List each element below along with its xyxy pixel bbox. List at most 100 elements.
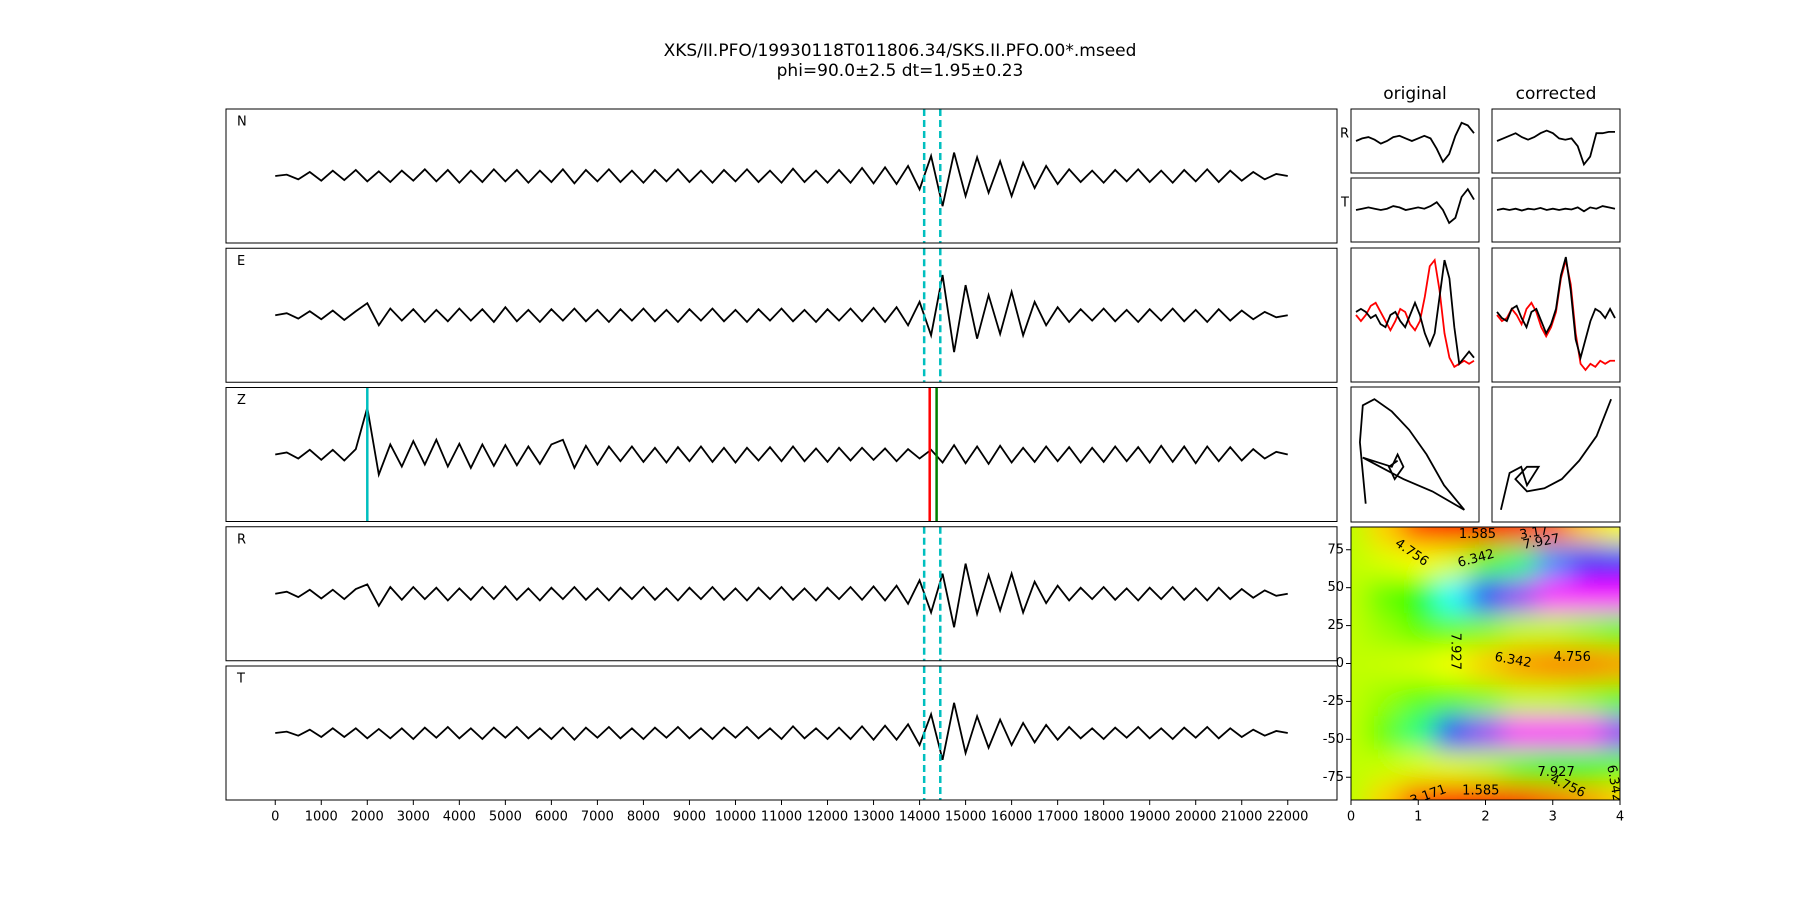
misfit-cell	[1468, 748, 1504, 784]
misfit-cell	[1535, 680, 1571, 716]
waveform-overlay	[1355, 259, 1475, 366]
x-tick-label: 0	[1347, 810, 1355, 825]
waveform-overlay	[1355, 257, 1475, 369]
x-tick-label: 2	[1481, 810, 1489, 825]
x-tick-label: 9000	[673, 810, 706, 825]
misfit-cell	[1435, 527, 1470, 546]
misfit-cell	[1535, 782, 1571, 800]
misfit-cell	[1603, 714, 1620, 750]
misfit-cell	[1401, 748, 1437, 784]
misfit-cell	[1603, 782, 1620, 800]
x-tick-label: 19000	[1129, 810, 1170, 825]
misfit-cell	[1502, 527, 1537, 546]
y-tick-label: -25	[1323, 694, 1344, 709]
misfit-cell	[1401, 680, 1437, 716]
misfit-cell	[1435, 782, 1470, 800]
misfit-cell	[1502, 544, 1537, 580]
panel-label: E	[237, 254, 245, 269]
axes-frame	[1491, 247, 1621, 383]
misfit-cell	[1569, 612, 1605, 648]
panel-background	[226, 109, 1337, 243]
x-tick-label: 3	[1549, 810, 1557, 825]
contour-surface	[1351, 527, 1620, 800]
y-tick-label: 25	[1327, 618, 1344, 633]
misfit-cell	[1367, 680, 1403, 716]
panel-background	[226, 387, 1337, 522]
misfit-cell	[1569, 714, 1605, 750]
misfit-cell	[1468, 646, 1504, 682]
misfit-cell	[1401, 578, 1437, 614]
x-tick-label: 10000	[715, 810, 756, 825]
trace	[275, 702, 1288, 761]
misfit-cell	[1435, 544, 1470, 580]
misfit-cell	[1603, 646, 1620, 682]
panel-label: Z	[237, 393, 246, 408]
misfit-cell	[1401, 646, 1437, 682]
misfit-cell	[1603, 544, 1620, 580]
x-tick-label: 2000	[351, 810, 384, 825]
contour-label: 6.342	[1493, 650, 1532, 671]
panel-background	[226, 526, 1337, 661]
misfit-cell	[1569, 544, 1605, 580]
x-tick-label: 15000	[945, 810, 986, 825]
panel-background	[226, 248, 1337, 383]
x-tick-label: 17000	[1037, 810, 1078, 825]
misfit-cell	[1351, 527, 1369, 546]
misfit-cell	[1435, 646, 1470, 682]
component-trace	[1496, 129, 1615, 167]
axes-frame	[1350, 247, 1480, 383]
axes-frame	[1350, 177, 1480, 243]
misfit-cell	[1367, 544, 1403, 580]
column-title: original	[1383, 84, 1447, 104]
x-tick-label: 21000	[1221, 810, 1262, 825]
misfit-cell	[1435, 680, 1470, 716]
contour-label: 4.756	[1554, 650, 1591, 665]
misfit-cell	[1502, 680, 1537, 716]
misfit-cell	[1468, 714, 1504, 750]
panel-label: N	[237, 115, 247, 130]
x-tick-label: 11000	[761, 810, 802, 825]
panel-label: T	[236, 672, 245, 687]
x-tick-label: 3000	[397, 810, 430, 825]
misfit-cell	[1401, 782, 1437, 800]
misfit-cell	[1535, 544, 1571, 580]
misfit-cell	[1401, 527, 1437, 546]
misfit-cell	[1435, 612, 1470, 648]
x-tick-label: 7000	[581, 810, 614, 825]
misfit-cell	[1535, 527, 1571, 546]
x-tick-label: 13000	[853, 810, 894, 825]
misfit-cell	[1435, 748, 1470, 784]
misfit-cell	[1351, 646, 1369, 682]
misfit-cell	[1569, 748, 1605, 784]
row-label: R	[1340, 127, 1349, 142]
misfit-cell	[1351, 680, 1369, 716]
misfit-cell	[1569, 578, 1605, 614]
misfit-cell	[1351, 612, 1369, 648]
trace	[275, 407, 1288, 478]
column-title: corrected	[1516, 84, 1597, 104]
contour-label: 7.927	[1538, 765, 1575, 780]
axes-frame	[1350, 108, 1480, 174]
x-tick-label: 16000	[991, 810, 1032, 825]
axes-frame	[225, 108, 1338, 244]
x-tick-label: 0	[271, 810, 279, 825]
misfit-cell	[1367, 612, 1403, 648]
x-tick-label: 4000	[443, 810, 476, 825]
misfit-cell	[1535, 612, 1571, 648]
y-tick-label: 50	[1327, 580, 1344, 595]
misfit-cell	[1367, 714, 1403, 750]
axes-frame	[225, 247, 1338, 383]
misfit-cell	[1351, 782, 1369, 800]
misfit-cell	[1502, 646, 1537, 682]
misfit-cell	[1435, 578, 1470, 614]
particle-motion	[1500, 398, 1612, 511]
panel-background	[226, 666, 1337, 800]
contour-label: 7.927	[1522, 532, 1561, 553]
axes-frame	[1491, 108, 1621, 174]
trace	[275, 563, 1288, 628]
misfit-cell	[1351, 578, 1369, 614]
misfit-cell	[1502, 612, 1537, 648]
x-tick-label: 6000	[535, 810, 568, 825]
